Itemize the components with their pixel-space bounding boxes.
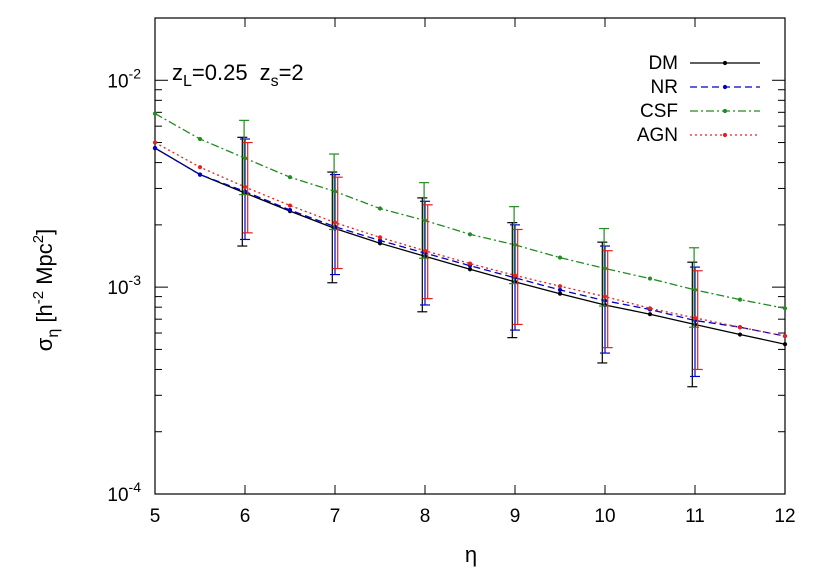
data-point [287,207,293,213]
legend: DM NR CSF AGN [637,53,760,146]
annotation-s-val: =2 [279,60,304,85]
data-point [647,306,653,311]
series-line [154,141,786,337]
x-tick-label: 7 [330,506,341,527]
legend-marker [722,60,728,66]
legend-label: NR [651,77,678,98]
y-label-sub: η [45,329,62,338]
series-line [154,147,786,345]
y-tick-label-base: 10 [107,278,128,299]
y-label-sup2: 2 [30,235,47,243]
data-point [467,261,473,266]
data-point [242,184,248,190]
y-axis-label: ση [h-2 Mpc2] [30,229,62,351]
data-point [782,333,788,339]
x-tick-label: 10 [594,506,615,527]
y-tick-label-base: 10 [107,485,128,506]
plot-frame [154,17,786,495]
data-point [647,276,653,281]
data-point [332,220,338,225]
x-tick-label: 9 [510,506,521,527]
annotation: zL=0.25 zs=2 [172,60,304,90]
data-point [422,248,428,253]
annotation-z-s: z [260,60,271,85]
data-point [377,206,383,211]
data-point [287,203,293,208]
annotation-l-sub: L [183,73,192,90]
data-point [467,232,473,237]
data-point [377,235,383,240]
data-point [557,287,563,292]
annotation-z-l: z [172,60,183,85]
x-tick-label: 6 [240,506,251,527]
legend-item-nr: NR [651,77,760,98]
annotation-l-val: =0.25 [192,60,248,85]
legend-label: AGN [637,125,678,146]
data-point [152,140,158,145]
series-line [154,147,786,337]
series-agn [152,140,788,371]
annotation-s-sub: s [271,73,279,90]
x-tick-label: 8 [420,506,431,527]
legend-label: CSF [640,101,678,122]
data-point [647,312,653,317]
data-point [512,273,518,278]
y-tick-label: 10-3 [107,272,141,299]
legend-marker [722,132,728,138]
y-tick-label-exp: -3 [129,272,142,288]
data-point [377,238,383,243]
y-tick-label-exp: -4 [129,479,142,495]
data-point [557,291,563,296]
y-tick-label: 10-4 [107,479,141,506]
series-dm [152,136,788,388]
data-point [197,172,203,177]
x-tick-label: 5 [150,506,161,527]
series-layer [152,111,788,388]
data-point [737,325,743,330]
legend-marker [722,108,728,114]
data-point [782,306,788,311]
y-label-sup1: -2 [30,291,47,304]
data-point [467,267,473,272]
data-point [152,146,158,151]
legend-label: DM [648,53,678,74]
data-point [152,111,158,116]
y-tick-label-base: 10 [107,71,128,92]
y-label-pre: [h [32,304,57,328]
x-tick-label: 11 [685,506,705,527]
data-point [737,297,743,302]
legend-item-agn: AGN [637,125,760,146]
data-point [287,175,293,180]
y-tick-label-exp: -2 [129,65,142,81]
y-label-post: ] [32,229,57,235]
legend-marker [722,84,728,90]
data-point [557,255,563,260]
data-point [557,284,563,289]
data-point [692,315,698,321]
x-tick-label: 12 [774,506,795,527]
x-axis-label: η [465,542,477,567]
series-csf [152,111,788,328]
data-point [197,136,203,142]
legend-item-dm: DM [648,53,760,74]
y-tick-label: 10-2 [107,65,141,92]
y-label-base: σ [32,337,57,351]
legend-item-csf: CSF [640,101,760,122]
data-point [737,332,743,337]
data-point [602,294,608,299]
data-point [782,342,788,347]
y-label-mid: Mpc [32,243,57,291]
data-point [197,165,203,170]
